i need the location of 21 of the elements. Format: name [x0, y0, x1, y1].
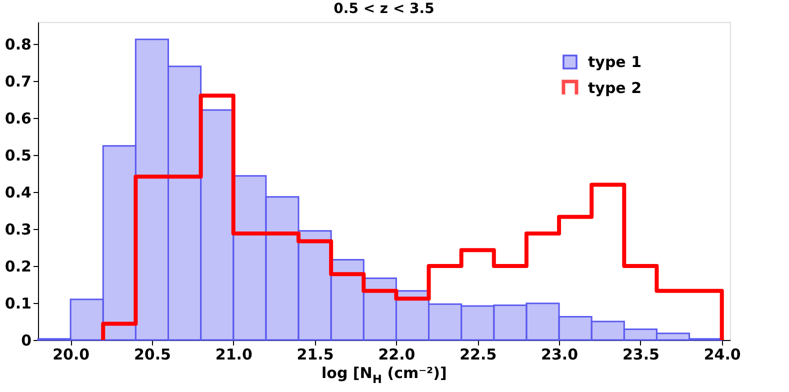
x-tick-label: 22.0 — [378, 346, 416, 364]
x-tick-label: 20.0 — [52, 346, 90, 364]
y-tick-label: 0 — [21, 332, 32, 350]
x-tick-label: 20.5 — [134, 346, 171, 364]
y-tick-label: 0.3 — [4, 220, 32, 239]
x-tick-label: 21.5 — [296, 346, 334, 364]
y-tick-label: 0.2 — [4, 258, 32, 276]
y-tick-label: 0.7 — [4, 72, 32, 91]
x-tick-label: 22.5 — [460, 346, 497, 364]
y-tick-label: 0.1 — [4, 294, 32, 313]
x-tick-label: 23.5 — [622, 346, 660, 364]
x-tick-label: 23.0 — [541, 346, 578, 364]
y-tick-label: 0.5 — [4, 146, 32, 165]
x-tick-label: 24.0 — [704, 346, 741, 364]
chart-title: 0.5 < z < 3.5 — [334, 1, 434, 17]
legend-label: type 2 — [588, 79, 642, 97]
y-tick-label: 0.6 — [4, 110, 32, 128]
y-tick-label: 0.8 — [4, 36, 32, 54]
x-tick-label: 21.0 — [215, 346, 252, 364]
y-tick-label: 0.4 — [4, 184, 32, 202]
legend-label: type 1 — [588, 53, 642, 71]
